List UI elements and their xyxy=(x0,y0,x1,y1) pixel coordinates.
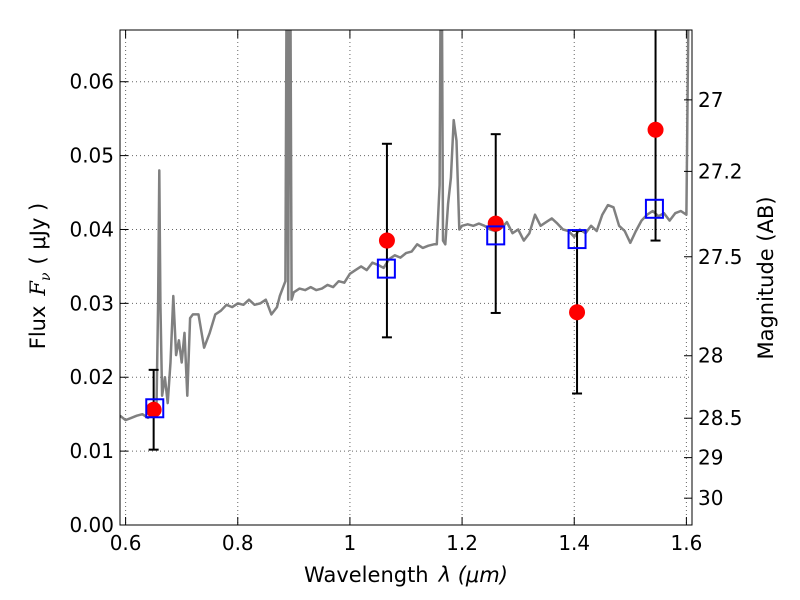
observed-point xyxy=(378,232,395,249)
x-tick-label: 1.4 xyxy=(558,531,590,555)
y-axis-label-symbol: F xyxy=(26,280,50,297)
x-axis-label-unit: λ (μm) xyxy=(438,563,508,587)
plot-frame xyxy=(119,29,693,526)
y-tick-label: 0.00 xyxy=(69,513,114,537)
observed-points xyxy=(145,121,664,418)
observed-point xyxy=(569,304,586,321)
y-axis-label-text: Flux xyxy=(26,306,50,350)
y2-tick-label: 30 xyxy=(698,486,723,510)
observed-point xyxy=(487,215,504,232)
gridlines xyxy=(120,30,692,525)
x-tick-label: 0.6 xyxy=(110,531,142,555)
y2-tick-label: 29 xyxy=(698,446,723,470)
y-axis-label-unit: ( μJy ) xyxy=(26,203,50,265)
x-tick-label: 1.2 xyxy=(446,531,478,555)
error-bars xyxy=(148,30,661,451)
model-photometry-square xyxy=(145,398,165,419)
y-tick-label: 0.01 xyxy=(69,439,114,463)
y-axis-label: Flux Fν ( μJy ) xyxy=(26,203,54,349)
x-tick-label: 1 xyxy=(344,531,357,555)
model-photometry-square xyxy=(567,229,587,250)
observed-point xyxy=(647,121,664,138)
y-axis-label-subscript: ν xyxy=(38,272,54,281)
x-tick-label: 0.8 xyxy=(222,531,254,555)
y-tick-label: 0.06 xyxy=(69,70,114,94)
y-tick-label: 0.02 xyxy=(69,365,114,389)
model-photometry-square xyxy=(376,258,396,279)
x-axis-label: Wavelength λ (μm) xyxy=(304,563,508,587)
y-tick-label: 0.04 xyxy=(69,217,114,241)
observed-point xyxy=(145,401,162,418)
y2-axis-label: Magnitude (AB) xyxy=(754,196,778,359)
y2-tick-label: 28 xyxy=(698,344,723,368)
x-tick-label: 1.6 xyxy=(670,531,702,555)
y2-tick-label: 27.2 xyxy=(698,159,743,183)
sed-polyline xyxy=(120,30,690,422)
y2-tick-label: 27.5 xyxy=(698,245,743,269)
model-photometry-squares xyxy=(145,198,664,419)
y2-tick-label: 27 xyxy=(698,88,723,112)
model-photometry-square xyxy=(644,198,664,219)
y-tick-label: 0.03 xyxy=(69,291,114,315)
model-sed-line xyxy=(120,30,690,422)
y2-tick-label: 28.5 xyxy=(698,406,743,430)
model-photometry-square xyxy=(486,225,506,246)
y-tick-label: 0.05 xyxy=(69,144,114,168)
axis-ticks: 0.6 0.8 1 1.2 1.4 1.6 0.00 0.01 0.02 0.03 0.04 0.05… xyxy=(69,30,743,555)
x-axis-label-text: Wavelength xyxy=(304,563,429,587)
